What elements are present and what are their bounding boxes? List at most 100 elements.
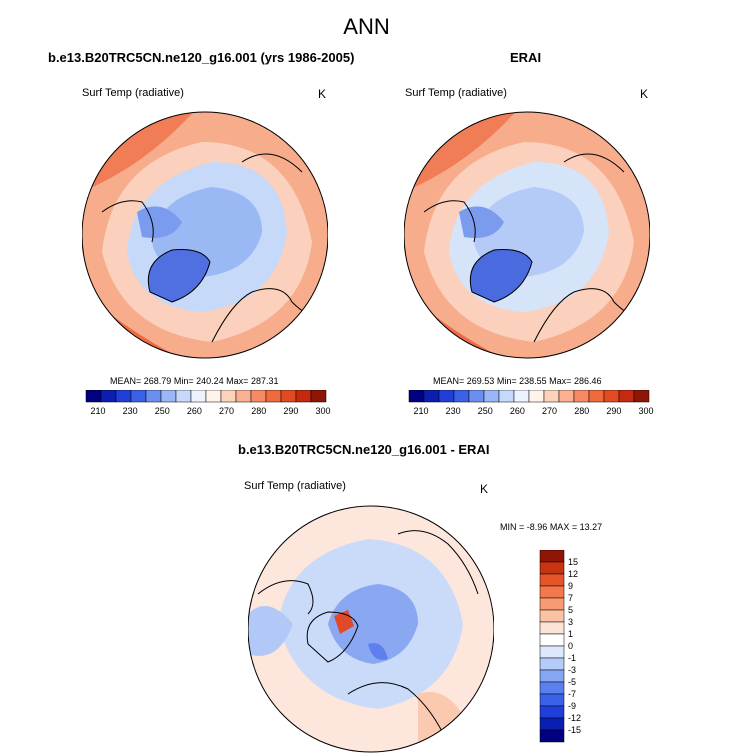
colorbar-swatch bbox=[408, 390, 425, 403]
colorbar-tick-label: 0 bbox=[568, 641, 573, 651]
colorbar-swatch bbox=[539, 550, 565, 563]
panel2-max: 286.46 bbox=[573, 376, 602, 386]
coast-america bbox=[397, 530, 479, 595]
colorbar-tick-label: 9 bbox=[568, 581, 573, 591]
colorbar-tick-label: 12 bbox=[568, 569, 578, 579]
coast-siberia bbox=[347, 682, 449, 745]
colorbar-swatch bbox=[558, 390, 575, 403]
panel1-stats: MEAN= 268.79 Min= 240.24 Max= 287.31 bbox=[110, 376, 278, 386]
colorbar-tick-label: 290 bbox=[606, 406, 621, 416]
colorbar-swatch bbox=[483, 390, 500, 403]
colorbar-tick-label: 15 bbox=[568, 557, 578, 567]
panel2-max-label: Max= bbox=[549, 376, 572, 386]
colorbar-tick-label: 230 bbox=[446, 406, 461, 416]
panel1-units: K bbox=[318, 87, 327, 101]
panel1-colorbar: 210 230 250 260 270 280 290 300 bbox=[85, 390, 331, 416]
colorbar-swatch bbox=[265, 390, 282, 403]
panel3-min-label: MIN = bbox=[500, 522, 525, 532]
colorbar-swatch bbox=[588, 390, 605, 403]
colorbar-swatch bbox=[539, 609, 565, 623]
colorbar-tick-label: 300 bbox=[638, 406, 653, 416]
map-border bbox=[404, 111, 650, 359]
colorbar-swatch bbox=[438, 390, 455, 403]
colorbar-tick-label: 250 bbox=[155, 406, 170, 416]
colorbar-swatch bbox=[633, 390, 650, 403]
colorbar-swatch bbox=[539, 693, 565, 707]
map-border bbox=[248, 505, 494, 753]
colorbar-tick-label: 1 bbox=[568, 629, 573, 639]
colorbar-swatch bbox=[160, 390, 177, 403]
colorbar-swatch bbox=[539, 561, 565, 575]
colorbar-tick-label: 210 bbox=[413, 406, 428, 416]
colorbar-tick-label: -7 bbox=[568, 689, 576, 699]
colorbar-swatch bbox=[543, 390, 560, 403]
colorbar-swatch bbox=[539, 621, 565, 635]
panel2-min: 238.55 bbox=[519, 376, 547, 386]
diff-cold-patch-e bbox=[368, 643, 388, 660]
panel3-variable: Surf Temp (radiative) bbox=[244, 480, 346, 492]
coast-eurasia bbox=[257, 580, 314, 615]
panel3-units: K bbox=[480, 482, 489, 496]
colorbar-swatch bbox=[539, 729, 565, 743]
colorbar-swatch bbox=[85, 390, 102, 403]
coast-america bbox=[423, 200, 476, 243]
colorbar-swatch bbox=[295, 390, 312, 403]
colorbar-swatch bbox=[539, 645, 565, 659]
canada-cold bbox=[459, 206, 504, 238]
panel3-max: 13.27 bbox=[579, 522, 603, 532]
panel3-stats: MIN = -8.96 MAX = 13.27 bbox=[500, 522, 602, 532]
panel1-map bbox=[82, 111, 328, 359]
colorbar-swatch bbox=[539, 717, 565, 731]
colorbar-swatch bbox=[603, 390, 620, 403]
colorbar-tick-label: 260 bbox=[510, 406, 525, 416]
panel1-mean-label: MEAN= bbox=[110, 376, 142, 386]
colorbar-swatch bbox=[539, 657, 565, 671]
colorbar-swatch bbox=[100, 390, 117, 403]
panel1-min-label: Min= bbox=[173, 376, 194, 386]
coast-siberia bbox=[241, 153, 303, 173]
colorbar-swatch bbox=[539, 669, 565, 683]
colorbar-swatch bbox=[220, 390, 237, 403]
colorbar-swatch bbox=[539, 705, 565, 719]
coast-greenland bbox=[147, 249, 211, 303]
colorbar-tick-label: 260 bbox=[187, 406, 202, 416]
diff-arctic-core bbox=[328, 584, 418, 664]
colorbar-tick-label: 3 bbox=[568, 617, 573, 627]
map-border bbox=[82, 111, 328, 359]
colorbar-tick-label: 270 bbox=[542, 406, 557, 416]
colorbar-tick-label: -1 bbox=[568, 653, 576, 663]
figure-title: ANN bbox=[343, 14, 390, 39]
panel2-units: K bbox=[640, 87, 649, 101]
colorbar-tick-label: 270 bbox=[219, 406, 234, 416]
panel2-title: ERAI bbox=[510, 50, 542, 65]
panel3-title: b.e13.B20TRC5CN.ne120_g16.001 - ERAI bbox=[238, 442, 490, 457]
colorbar-tick-label: 280 bbox=[251, 406, 266, 416]
colorbar-swatch bbox=[539, 597, 565, 611]
colorbar-swatch bbox=[115, 390, 132, 403]
colorbar-tick-label: 5 bbox=[568, 605, 573, 615]
panel2-mean-label: MEAN= bbox=[433, 376, 465, 386]
colorbar-tick-label: 250 bbox=[478, 406, 493, 416]
colorbar-swatch bbox=[513, 390, 530, 403]
coast-greenland bbox=[306, 611, 359, 663]
colorbar-swatch bbox=[453, 390, 470, 403]
colorbar-tick-label: -5 bbox=[568, 677, 576, 687]
canada-cold bbox=[137, 206, 182, 238]
diff-cold-patch-w bbox=[248, 606, 293, 656]
colorbar-tick-label: 290 bbox=[283, 406, 298, 416]
colorbar-swatch bbox=[573, 390, 590, 403]
colorbar-tick-label: 7 bbox=[568, 593, 573, 603]
colorbar-swatch bbox=[250, 390, 267, 403]
colorbar-swatch bbox=[539, 573, 565, 587]
colorbar-swatch bbox=[423, 390, 440, 403]
colorbar-swatch bbox=[190, 390, 207, 403]
panel3-colorbar: 15 12 9 7 5 3 1 0 -1 -3 -5 -7 -9 -12 -15 bbox=[539, 550, 581, 743]
colorbar-swatch bbox=[498, 390, 515, 403]
coast-greenland bbox=[469, 249, 533, 303]
colorbar-swatch bbox=[145, 390, 162, 403]
panel3-max-label: MAX = bbox=[549, 522, 578, 532]
panel2-variable: Surf Temp (radiative) bbox=[405, 87, 507, 99]
panel3-min: -8.96 bbox=[526, 522, 548, 532]
colorbar-swatch bbox=[539, 585, 565, 599]
panel1-min: 240.24 bbox=[196, 376, 224, 386]
